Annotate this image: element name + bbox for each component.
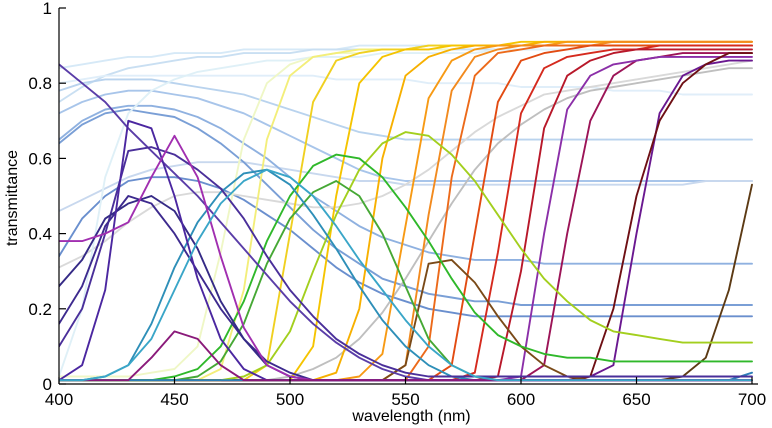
- series-line-12: [59, 48, 753, 378]
- series-line-13: [59, 44, 753, 378]
- series-line-31: [59, 153, 753, 382]
- series-line-23: [59, 48, 753, 382]
- y-axis-label: transmittance: [4, 150, 21, 246]
- series-line-3: [59, 74, 753, 96]
- x-tick-label: 550: [391, 390, 419, 409]
- series-line-27: [59, 52, 753, 382]
- x-tick-label: 450: [160, 390, 188, 409]
- series-line-7: [59, 104, 753, 265]
- series-line-21: [59, 44, 753, 382]
- series-line-4: [59, 78, 753, 141]
- x-tick-label: 650: [622, 390, 650, 409]
- x-tick-label: 400: [45, 390, 73, 409]
- series-line-9: [59, 176, 753, 318]
- x-tick-label: 700: [738, 390, 766, 409]
- series-layer: [59, 40, 753, 382]
- series-line-20: [59, 44, 753, 382]
- series-line-15: [59, 44, 753, 382]
- series-line-32: [59, 180, 753, 382]
- y-tick-label: 0: [43, 375, 52, 394]
- series-line-28: [59, 183, 753, 382]
- y-tick-label: 0.2: [28, 300, 52, 319]
- x-tick-label: 600: [507, 390, 535, 409]
- axes-layer: 400 450 500 550 600 650 700 0 0.2 0.4 0.6 0.8 1: [28, 0, 766, 409]
- series-line-22: [59, 44, 753, 382]
- y-tick-label: 0.8: [28, 74, 52, 93]
- y-tick-label: 1: [43, 0, 52, 18]
- y-tick-label: 0.6: [28, 149, 52, 168]
- y-tick-label: 0.4: [28, 225, 52, 244]
- series-line-5: [59, 89, 753, 182]
- x-axis-label: wavelength (nm): [351, 408, 470, 425]
- series-line-36: [59, 146, 753, 378]
- series-line-14: [59, 44, 753, 382]
- x-tick-label: 500: [276, 390, 304, 409]
- series-line-24: [59, 52, 753, 382]
